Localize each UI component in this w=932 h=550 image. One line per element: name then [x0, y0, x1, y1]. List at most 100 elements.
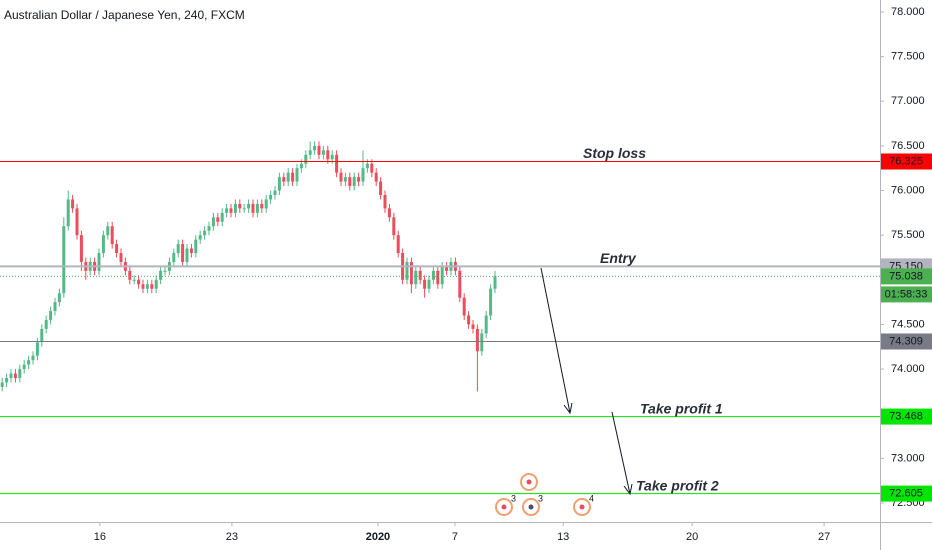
candle-body	[352, 177, 356, 187]
candle-body	[220, 212, 224, 222]
candle-body	[387, 208, 391, 218]
candle-body	[396, 235, 400, 254]
candle-body	[418, 270, 422, 280]
candle-body	[467, 315, 471, 325]
level-name: Take profit 1	[640, 400, 723, 416]
candle-body	[273, 190, 277, 195]
event-count: 3	[511, 493, 516, 503]
candle-body	[159, 270, 163, 280]
candle-body	[189, 248, 193, 254]
candle-body	[484, 315, 488, 334]
candle-body	[106, 226, 110, 236]
candle-body	[238, 203, 242, 209]
candle-body	[18, 369, 22, 378]
candle-body	[128, 270, 132, 280]
candle-body	[330, 154, 334, 160]
candle-body	[229, 208, 233, 213]
candle-body	[233, 203, 237, 213]
candle-body	[462, 297, 466, 316]
candle-body	[62, 226, 66, 294]
candle-body	[71, 199, 75, 209]
candle-body	[66, 199, 70, 227]
candle-body	[409, 261, 413, 285]
candle-body	[392, 217, 396, 236]
candle-body	[379, 181, 383, 195]
arrow	[540, 267, 571, 414]
candle-body	[207, 226, 211, 231]
candle-body	[264, 199, 268, 209]
y-tick-label: 78.000	[891, 6, 925, 18]
y-tick-label: 77.000	[891, 95, 925, 107]
y-tick-label: 73.000	[891, 452, 925, 464]
candle-body	[44, 319, 48, 329]
price-badge-label: 75.038	[889, 270, 923, 282]
event-dot	[501, 504, 507, 510]
candle-body	[57, 293, 61, 303]
candle-body	[291, 172, 295, 182]
candle-body	[431, 270, 435, 280]
candle-body	[53, 302, 57, 312]
arrow	[611, 411, 631, 495]
level-name: Entry	[600, 250, 637, 266]
candle-body	[22, 364, 26, 370]
candle-body	[5, 377, 9, 383]
event-dot	[528, 504, 534, 510]
candle-body	[480, 333, 484, 352]
candle-body	[282, 177, 286, 182]
candle-body	[277, 177, 281, 191]
candle-body	[101, 235, 105, 254]
x-tick-label: 23	[226, 531, 238, 543]
price-badge	[881, 408, 932, 425]
y-tick-label: 76.500	[891, 140, 925, 152]
candle-body	[414, 270, 418, 285]
candle-body	[374, 172, 378, 182]
y-tick-label: 74.000	[891, 363, 925, 375]
candle-body	[357, 177, 361, 182]
candle-body	[27, 360, 31, 365]
candle-body	[260, 203, 264, 209]
candle-body	[242, 208, 246, 210]
candle-body	[313, 145, 317, 151]
price-badge	[881, 485, 932, 502]
countdown-badge	[881, 286, 932, 303]
candle-body	[489, 288, 493, 316]
x-tick-label: 2020	[366, 531, 390, 543]
candle-body	[75, 208, 79, 236]
price-badge-label: 76.325	[889, 155, 923, 167]
candle-body	[304, 154, 308, 164]
candle-body	[475, 328, 479, 352]
candle-body	[365, 163, 369, 169]
candle-body	[79, 235, 83, 262]
candle-body	[247, 203, 251, 209]
candle-body	[49, 311, 53, 320]
x-tick-label: 27	[818, 531, 830, 543]
candle-body	[251, 203, 255, 213]
candle-body	[295, 168, 299, 182]
y-tick-label: 75.500	[891, 229, 925, 241]
y-tick-label: 76.000	[891, 184, 925, 196]
countdown: 01:58:33	[885, 288, 928, 300]
candle-body	[370, 163, 374, 173]
candle-body	[110, 226, 114, 245]
event-count: 4	[589, 493, 594, 503]
candle-body	[9, 373, 13, 378]
candle-body	[339, 172, 343, 182]
candle-body	[211, 217, 215, 227]
x-tick-label: 7	[452, 531, 458, 543]
event-dot	[579, 504, 585, 510]
x-tick-label: 20	[686, 531, 698, 543]
event-count: 3	[538, 493, 543, 503]
candle-body	[185, 248, 189, 262]
candle-body	[31, 355, 35, 361]
level-name: Take profit 2	[636, 477, 719, 493]
candle-body	[119, 253, 123, 262]
candle-body	[163, 270, 167, 272]
candle-body	[436, 270, 440, 285]
candle-body	[440, 266, 444, 285]
candle-body	[405, 261, 409, 280]
event-dot	[526, 479, 532, 485]
candle-body	[255, 203, 259, 213]
candle-body	[321, 150, 325, 155]
